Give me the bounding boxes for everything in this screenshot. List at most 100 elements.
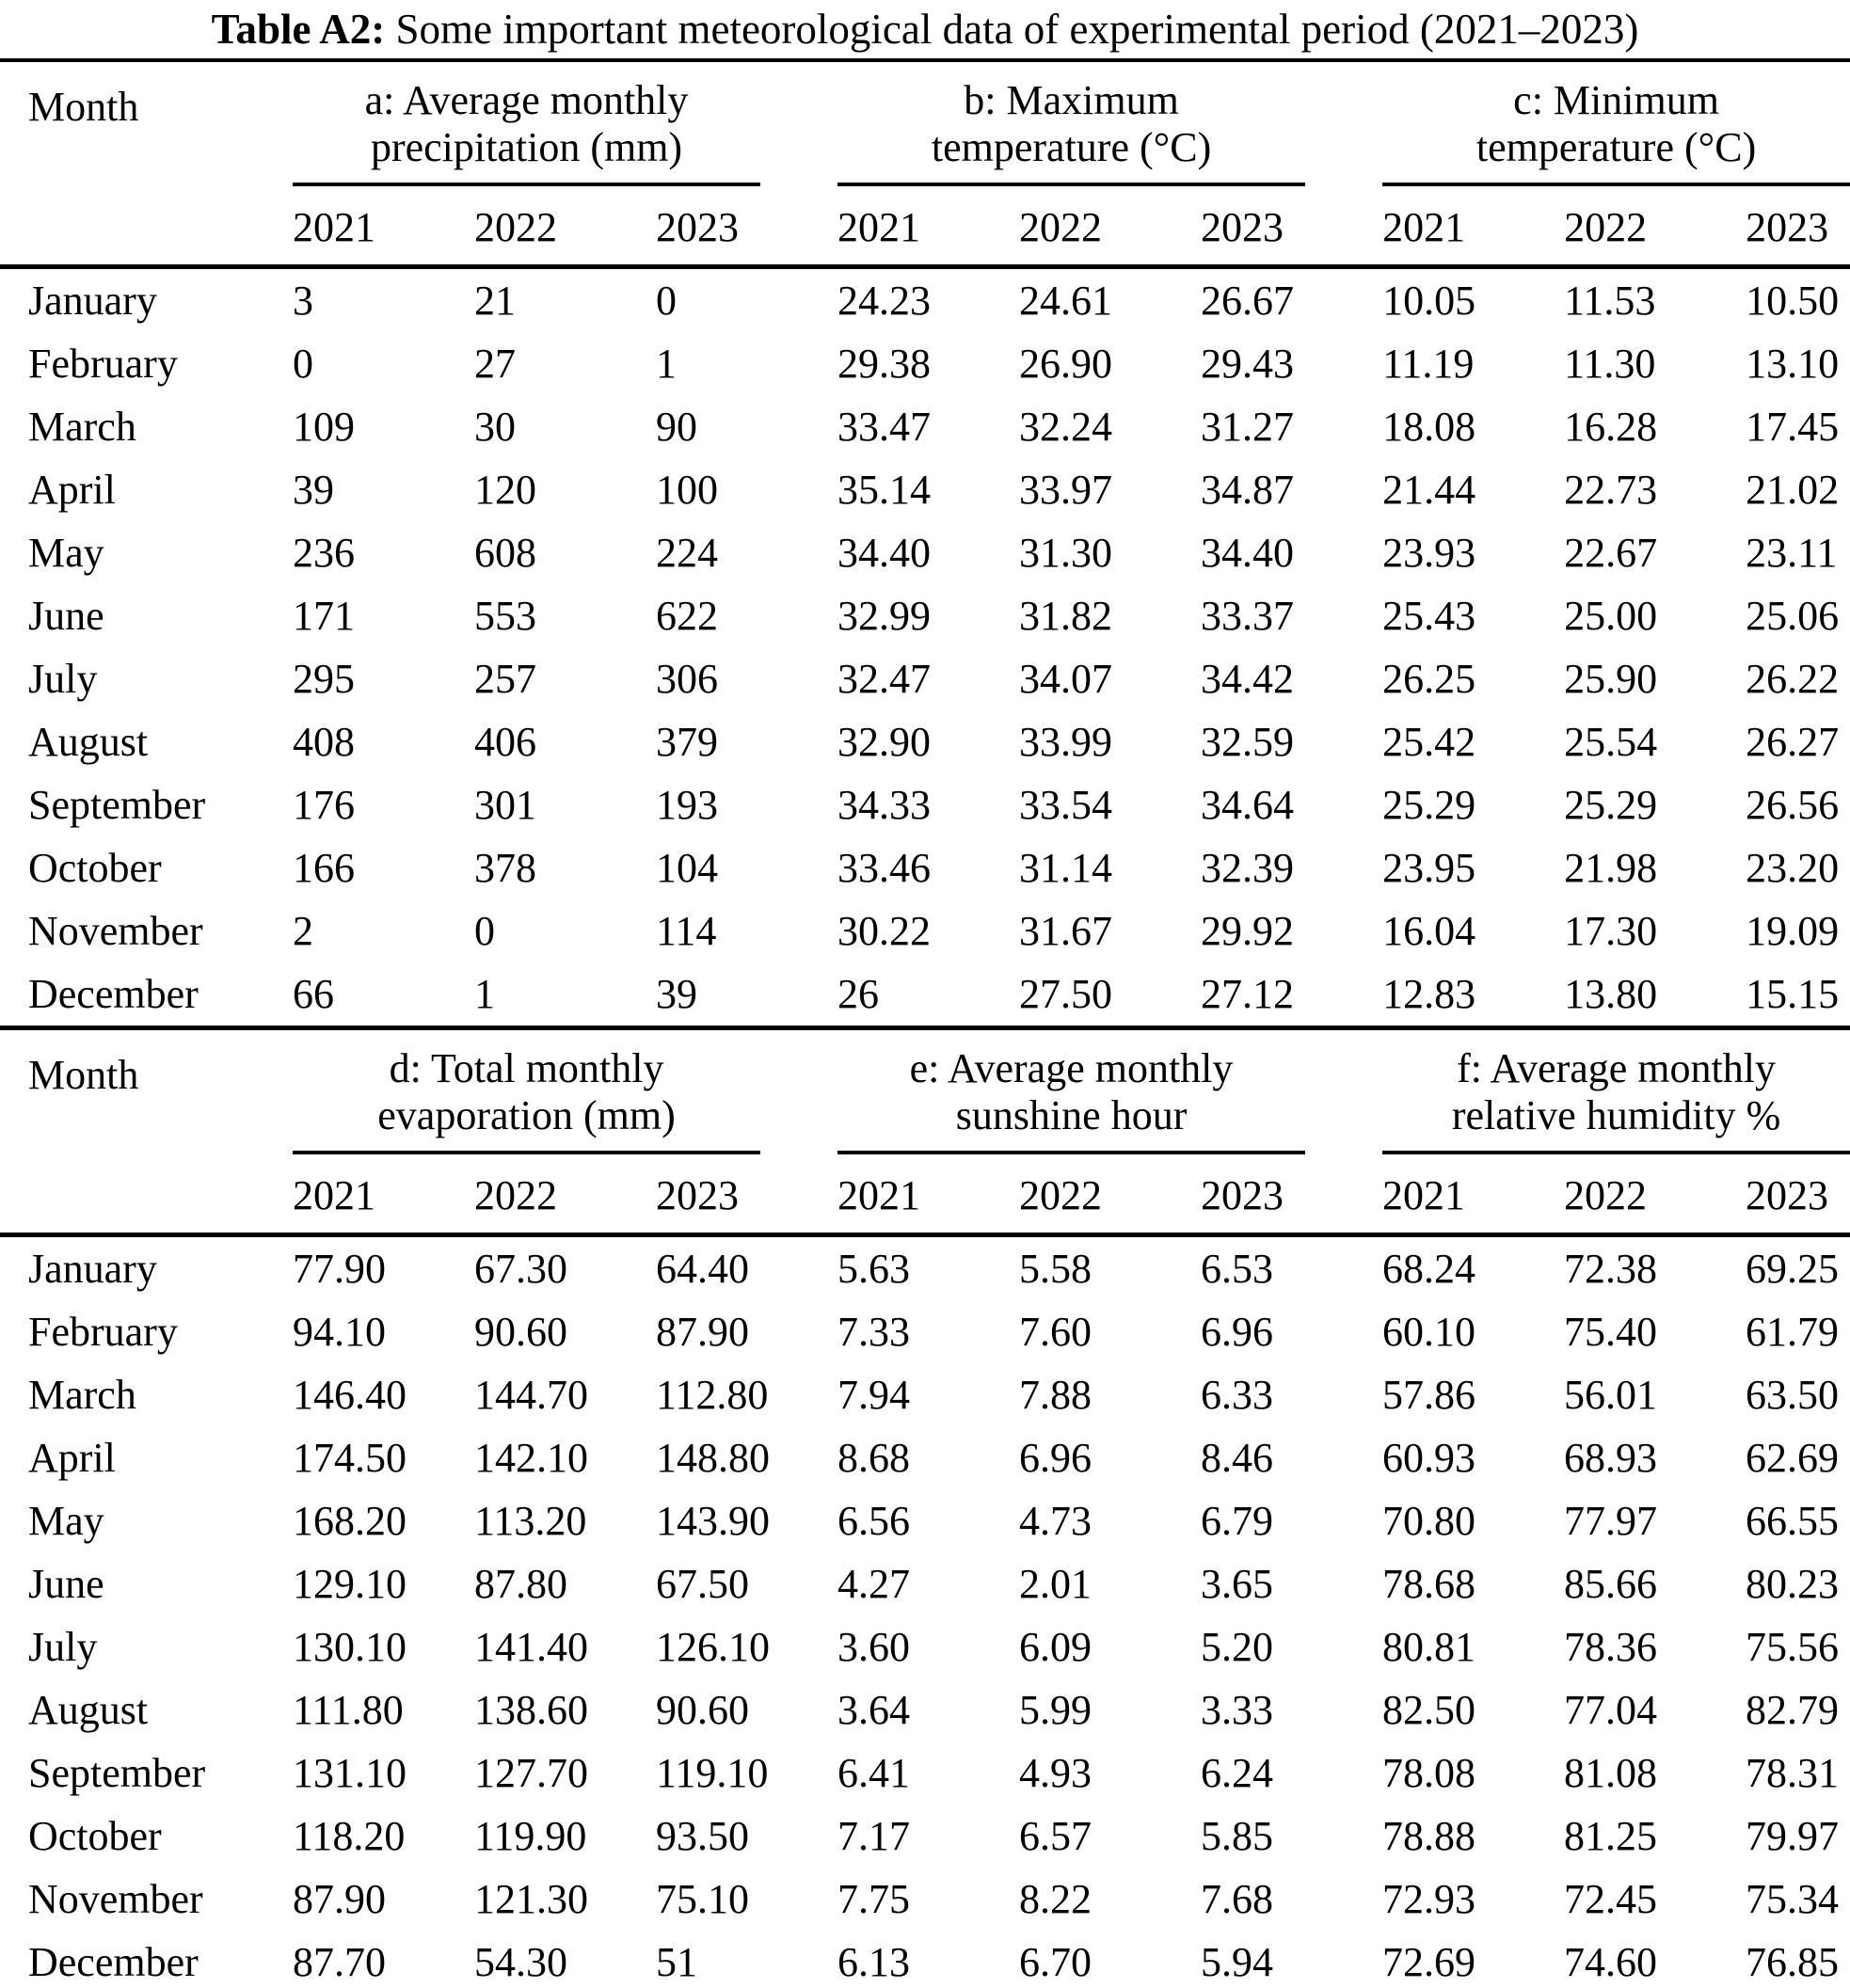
meteo-table-section-2: Month d: Total monthly evaporation (mm) … [0,1030,1850,1988]
value-cell: 87.70 [293,1939,386,1985]
value-cell: 6.79 [1201,1498,1274,1544]
value-cell: 111.80 [293,1687,404,1733]
value-cell: 39 [656,971,697,1017]
value-cell: 30.22 [837,908,932,954]
value-cell: 16.04 [1382,908,1476,954]
month-cell: January [28,278,157,324]
value-cell: 3 [293,278,313,324]
value-cell: 81.25 [1564,1813,1658,1859]
value-cell: 32.47 [837,656,932,702]
value-cell: 3.65 [1201,1561,1274,1607]
value-cell: 171 [293,593,355,639]
value-cell: 129.10 [293,1561,407,1607]
year-header: 2022 [474,186,656,269]
value-cell: 72.93 [1382,1876,1476,1922]
table-caption: Table A2: Some important meteorological … [0,0,1850,58]
value-cell: 26 [837,971,880,1017]
value-cell: 166 [293,845,355,891]
value-cell: 26.27 [1746,719,1840,765]
year-header: 2021 [837,186,1020,269]
value-cell: 11.30 [1564,341,1656,387]
value-cell: 138.60 [474,1687,588,1733]
table-row: January 77.90 67.30 64.40 5.63 5.58 6.53 68.24 7… [0,1235,1850,1301]
year-header: 2022 [1019,1154,1202,1237]
month-cell: January [28,1246,157,1292]
value-cell: 81.08 [1564,1750,1658,1796]
group-header-min-temperature: c: Minimum temperature (°C) [1382,60,1850,186]
value-cell: 4.73 [1019,1498,1092,1544]
value-cell: 622 [656,593,718,639]
month-cell: August [28,1687,149,1733]
month-cell: July [28,656,98,702]
value-cell: 56.01 [1564,1372,1658,1418]
value-cell: 130.10 [293,1624,407,1670]
value-cell: 10.50 [1746,278,1840,324]
year-header: 2022 [1564,1154,1746,1237]
month-cell: May [28,530,104,576]
value-cell: 5.99 [1019,1687,1092,1733]
value-cell: 77.97 [1564,1498,1658,1544]
value-cell: 66 [293,971,334,1017]
value-cell: 5.20 [1201,1624,1274,1670]
value-cell: 257 [474,656,536,702]
table-row: October 166 378 104 33.46 31.14 32.39 23.95 21.9… [0,836,1850,899]
value-cell: 1 [474,971,495,1017]
group-line2: temperature (°C) [1475,124,1757,170]
table-row: October 118.20 119.90 93.50 7.17 6.57 5.85 78.8… [0,1805,1850,1868]
value-cell: 22.73 [1564,467,1658,513]
value-cell: 17.45 [1746,404,1840,450]
group-header-humidity: f: Average monthly relative humidity % [1382,1030,1850,1154]
value-cell: 90.60 [474,1309,567,1355]
group-header-row: Month a: Average monthly precipitation (… [0,60,1850,186]
year-header-spacer [0,186,293,269]
value-cell: 6.24 [1201,1750,1274,1796]
value-cell: 75.56 [1746,1624,1840,1670]
year-header: 2023 [656,1154,838,1237]
value-cell: 33.54 [1019,782,1113,828]
group-header-max-temperature-text: b: Maximum temperature (°C) [837,77,1306,186]
value-cell: 32.24 [1019,404,1113,450]
year-header-row: 2021 2022 2023 2021 2022 2023 2021 2022 … [0,1154,1850,1237]
value-cell: 113.20 [474,1498,587,1544]
value-cell: 31.27 [1201,404,1295,450]
value-cell: 78.36 [1564,1624,1658,1670]
value-cell: 120 [474,467,536,513]
month-cell: September [28,1750,206,1796]
month-cell: March [28,404,136,450]
value-cell: 30 [474,404,516,450]
value-cell: 25.54 [1564,719,1658,765]
value-cell: 0 [293,341,313,387]
value-cell: 15.15 [1746,971,1840,1017]
value-cell: 34.33 [837,782,932,828]
month-cell: August [28,719,149,765]
year-header: 2023 [656,186,838,269]
year-header: 2023 [1746,1154,1850,1237]
value-cell: 306 [656,656,718,702]
group-line2: temperature (°C) [931,124,1212,170]
value-cell: 11.53 [1564,278,1656,324]
year-header: 2021 [293,186,474,269]
value-cell: 32.59 [1201,719,1295,765]
value-cell: 60.93 [1382,1435,1476,1481]
month-cell: February [28,341,178,387]
value-cell: 0 [474,908,495,954]
year-header: 2023 [1201,1154,1383,1237]
value-cell: 62.69 [1746,1435,1840,1481]
value-cell: 5.63 [837,1246,911,1292]
month-cell: March [28,1372,136,1418]
value-cell: 174.50 [293,1435,407,1481]
value-cell: 112.80 [656,1372,769,1418]
value-cell: 33.37 [1201,593,1295,639]
value-cell: 21 [474,278,516,324]
value-cell: 85.66 [1564,1561,1658,1607]
value-cell: 7.75 [837,1876,911,1922]
table-row: July 295 257 306 32.47 34.07 34.42 26.25 25.90 26… [0,647,1850,710]
value-cell: 90.60 [656,1687,749,1733]
value-cell: 118.20 [293,1813,406,1859]
value-cell: 34.42 [1201,656,1295,702]
value-cell: 6.56 [837,1498,911,1544]
value-cell: 19.09 [1746,908,1840,954]
value-cell: 80.23 [1746,1561,1840,1607]
value-cell: 126.10 [656,1624,770,1670]
value-cell: 31.14 [1019,845,1113,891]
